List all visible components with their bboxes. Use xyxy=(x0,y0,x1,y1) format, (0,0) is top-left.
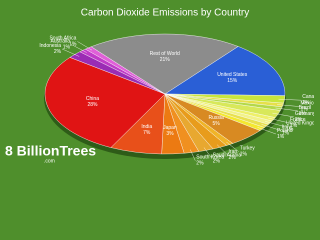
slice-label: India 7% xyxy=(141,124,152,136)
leader-line xyxy=(257,127,277,135)
leader-line xyxy=(268,117,290,124)
category-label: Indonesia xyxy=(39,43,61,49)
leader-line xyxy=(275,107,298,111)
leader-line xyxy=(61,48,80,57)
value-label: 2% xyxy=(196,161,204,165)
logo-domain: .com xyxy=(44,158,55,164)
leader-line xyxy=(216,144,228,155)
value-label: 2% xyxy=(302,101,310,107)
category-label: India xyxy=(141,124,152,130)
leader-line xyxy=(203,147,212,159)
logo: 8 BillionTrees .com xyxy=(5,143,96,165)
chart: Carbon Dioxide Emissions by Country 8 Bi… xyxy=(5,7,314,165)
category-label: Mexico xyxy=(300,101,314,107)
category-label: Rest of World xyxy=(150,51,180,57)
value-label: 1% xyxy=(299,111,307,117)
slice-group xyxy=(90,33,239,95)
slice-label: Poland 1% xyxy=(277,128,293,140)
value-label: 2% xyxy=(54,49,62,55)
value-label: 1% xyxy=(63,45,71,51)
slice-group xyxy=(44,57,166,148)
leader-line xyxy=(265,121,286,127)
slice-group xyxy=(164,46,286,96)
leader-line xyxy=(190,149,196,161)
category-label: Australia xyxy=(51,39,71,45)
value-label: 5% xyxy=(213,121,221,127)
slice-label: Rest of World 21% xyxy=(150,51,180,63)
slice-label: United Kingdom1% xyxy=(286,121,314,133)
slice-label: Turkey 1% xyxy=(240,146,256,158)
category-label: Russia xyxy=(208,115,224,121)
leader-line xyxy=(77,41,93,51)
category-label: United Kingdom xyxy=(286,121,314,127)
category-label: Germany xyxy=(295,111,314,117)
category-label: Brazil xyxy=(299,105,312,111)
slice-label: Saudi Arabia 2% xyxy=(213,153,242,165)
slice-label: France 1% xyxy=(290,117,306,129)
leader-line xyxy=(70,44,87,53)
category-label: Turkey xyxy=(240,146,256,152)
slice-label: Brazil 1% xyxy=(299,105,312,117)
value-label: 3% xyxy=(166,131,174,137)
value-label: 1% xyxy=(277,134,285,140)
value-label: 1% xyxy=(240,152,248,158)
value-label: 2% xyxy=(229,155,237,161)
leader-line xyxy=(226,141,239,152)
slice-label: Iran 2% xyxy=(229,149,238,161)
value-label: 2% xyxy=(213,159,221,165)
value-label: 1% xyxy=(286,127,294,133)
slice-label: South Korea 2% xyxy=(196,155,224,165)
category-label: South Africa xyxy=(49,36,76,42)
category-label: Japan xyxy=(163,125,177,131)
category-label: Poland xyxy=(277,128,293,134)
category-label: China xyxy=(86,97,99,103)
value-label: 21% xyxy=(160,57,171,63)
value-label: 1% xyxy=(290,123,298,129)
pie-slice xyxy=(164,46,286,96)
category-label: Iran xyxy=(229,149,238,155)
category-label: France xyxy=(290,117,306,123)
slice-label: Australia 1% xyxy=(51,39,71,51)
slice-label: China 28% xyxy=(86,97,99,109)
leader-line xyxy=(278,98,302,101)
value-label: 15% xyxy=(227,78,238,84)
value-label: 28% xyxy=(87,103,98,109)
category-label: Saudi Arabia xyxy=(213,153,242,159)
leader-line xyxy=(272,112,294,118)
slice-label: Indonesia 2% xyxy=(39,43,61,55)
chart-title: Carbon Dioxide Emissions by Country xyxy=(81,8,249,19)
slice-label: Germany 2% xyxy=(295,111,314,123)
slice-label: Russia 5% xyxy=(208,115,224,127)
category-label: United States xyxy=(217,72,248,78)
value-label: 2% xyxy=(295,117,303,123)
slice-label: Mexico1% xyxy=(300,101,314,113)
category-label: South Korea xyxy=(196,155,224,161)
slice-label: Canada2% xyxy=(302,95,314,107)
logo-name: 8 BillionTrees xyxy=(5,143,96,159)
leader-line xyxy=(261,124,281,131)
leader-line xyxy=(277,104,300,107)
category-label: Italy xyxy=(282,125,292,131)
value-label: 1% xyxy=(300,107,308,113)
pie-slice xyxy=(44,57,166,148)
value-label: 1% xyxy=(69,42,77,48)
value-label: 1% xyxy=(282,131,290,137)
slice-label: Japan 3% xyxy=(163,125,177,137)
slice-label: South Africa 1% xyxy=(49,36,77,48)
slice-label: United States 15% xyxy=(217,72,248,84)
value-label: 7% xyxy=(143,130,151,136)
pie-slice xyxy=(90,33,239,95)
category-label: Canada xyxy=(302,95,314,101)
slice-label: Italy 1% xyxy=(282,125,292,137)
